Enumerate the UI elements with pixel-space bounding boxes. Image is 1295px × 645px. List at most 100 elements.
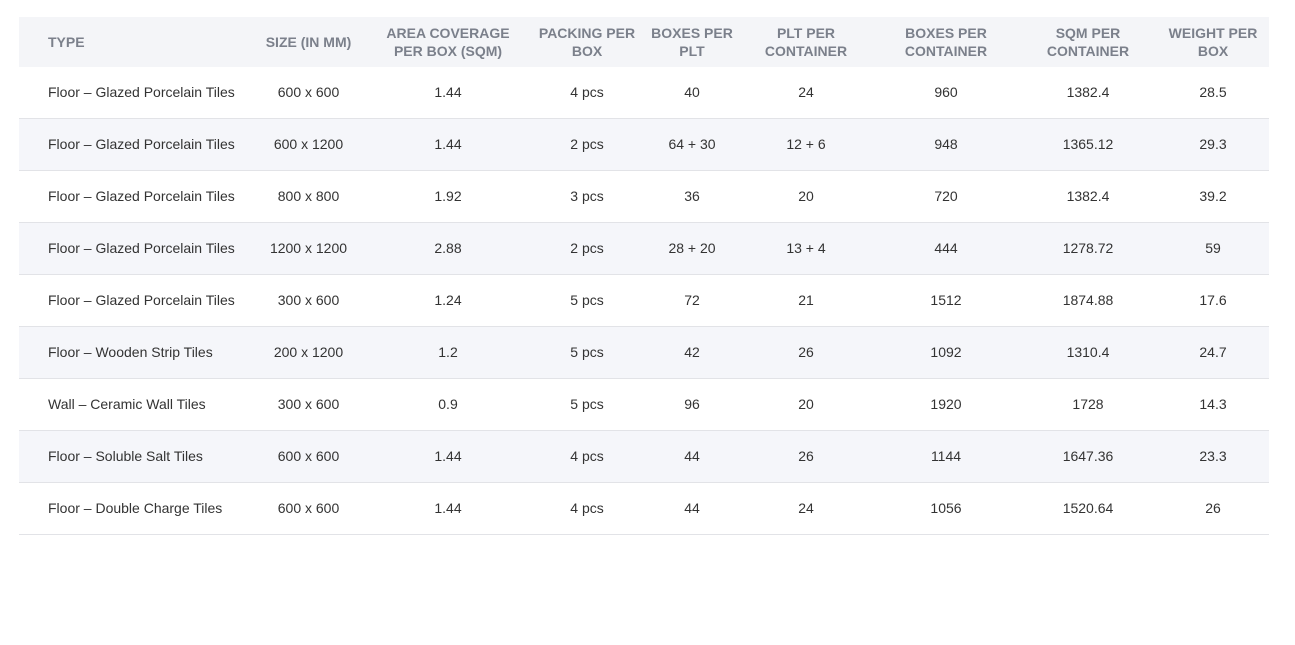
table-cell: Floor – Soluble Salt Tiles [19, 430, 250, 483]
table-cell: 23.3 [1157, 430, 1269, 483]
table-cell: 948 [873, 118, 1019, 171]
table-cell: 5 pcs [529, 378, 645, 431]
table-cell: 720 [873, 170, 1019, 223]
table-cell: 1.44 [367, 118, 529, 171]
table-row: Floor – Glazed Porcelain Tiles 600 x 600 1… [19, 67, 1269, 119]
column-header: SIZE (IN MM) [250, 17, 367, 67]
table-cell: 1310.4 [1019, 326, 1157, 379]
table-cell: 1056 [873, 482, 1019, 535]
table-cell: 36 [645, 170, 739, 223]
table-cell: Floor – Glazed Porcelain Tiles [19, 67, 250, 119]
table-cell: 1920 [873, 378, 1019, 431]
table-cell: 1728 [1019, 378, 1157, 431]
table-cell: 26 [739, 430, 873, 483]
table-row: Floor – Wooden Strip Tiles 200 x 1200 1.2 5… [19, 326, 1269, 379]
table-cell: 2 pcs [529, 222, 645, 275]
table-cell: 39.2 [1157, 170, 1269, 223]
table-cell: Wall – Ceramic Wall Tiles [19, 378, 250, 431]
table-cell: 300 x 600 [250, 378, 367, 431]
table-cell: 800 x 800 [250, 170, 367, 223]
table-cell: Floor – Glazed Porcelain Tiles [19, 274, 250, 327]
table-cell: 5 pcs [529, 326, 645, 379]
table-cell: 600 x 600 [250, 430, 367, 483]
table-cell: 1.92 [367, 170, 529, 223]
table-cell: 40 [645, 67, 739, 119]
column-header: WEIGHT PER BOX [1157, 17, 1269, 67]
table-cell: 12 + 6 [739, 118, 873, 171]
table-cell: 44 [645, 430, 739, 483]
table-cell: 21 [739, 274, 873, 327]
table-cell: 1.2 [367, 326, 529, 379]
table-body: Floor – Glazed Porcelain Tiles 600 x 600 1… [19, 67, 1269, 535]
table-row: Floor – Soluble Salt Tiles 600 x 600 1.44 4… [19, 430, 1269, 483]
header-row: TYPE SIZE (IN MM) AREA COVERAGE PER BOX (S… [19, 17, 1269, 67]
table-cell: 26 [739, 326, 873, 379]
table-cell: 300 x 600 [250, 274, 367, 327]
spec-table: TYPE SIZE (IN MM) AREA COVERAGE PER BOX (S… [19, 17, 1269, 535]
table-cell: 14.3 [1157, 378, 1269, 431]
table-cell: 24 [739, 67, 873, 119]
table-cell: 96 [645, 378, 739, 431]
table-cell: 26 [1157, 482, 1269, 535]
table-row: Floor – Glazed Porcelain Tiles 300 x 600 1… [19, 274, 1269, 327]
table-cell: 24 [739, 482, 873, 535]
table-row: Floor – Glazed Porcelain Tiles 800 x 800 1… [19, 170, 1269, 223]
table-cell: 72 [645, 274, 739, 327]
table-cell: 1144 [873, 430, 1019, 483]
table-cell: 20 [739, 378, 873, 431]
column-header: TYPE [19, 17, 250, 67]
table-cell: 1.44 [367, 482, 529, 535]
table-row: Floor – Glazed Porcelain Tiles 1200 x 120… [19, 222, 1269, 275]
table-cell: 28.5 [1157, 67, 1269, 119]
table-cell: 200 x 1200 [250, 326, 367, 379]
table-cell: 1278.72 [1019, 222, 1157, 275]
table-cell: 0.9 [367, 378, 529, 431]
table-cell: Floor – Wooden Strip Tiles [19, 326, 250, 379]
table-cell: 960 [873, 67, 1019, 119]
table-cell: 28 + 20 [645, 222, 739, 275]
table-cell: 600 x 600 [250, 67, 367, 119]
table-cell: 1092 [873, 326, 1019, 379]
table-cell: Floor – Glazed Porcelain Tiles [19, 170, 250, 223]
table-cell: 64 + 30 [645, 118, 739, 171]
column-header: PACKING PER BOX [529, 17, 645, 67]
column-header: PLT PER CONTAINER [739, 17, 873, 67]
table-row: Floor – Glazed Porcelain Tiles 600 x 1200… [19, 118, 1269, 171]
table-cell: 1.44 [367, 67, 529, 119]
table-cell: 20 [739, 170, 873, 223]
table-row: Wall – Ceramic Wall Tiles 300 x 600 0.9 5 p… [19, 378, 1269, 431]
table-cell: 2 pcs [529, 118, 645, 171]
column-header: AREA COVERAGE PER BOX (SQM) [367, 17, 529, 67]
table-cell: 600 x 600 [250, 482, 367, 535]
table-cell: 24.7 [1157, 326, 1269, 379]
table-cell: 59 [1157, 222, 1269, 275]
table-cell: 1512 [873, 274, 1019, 327]
column-header: BOXES PER PLT [645, 17, 739, 67]
table-cell: 1200 x 1200 [250, 222, 367, 275]
table-cell: 1.24 [367, 274, 529, 327]
table-cell: 5 pcs [529, 274, 645, 327]
table-cell: Floor – Glazed Porcelain Tiles [19, 118, 250, 171]
table-cell: 1382.4 [1019, 67, 1157, 119]
table-cell: 44 [645, 482, 739, 535]
table-cell: 1874.88 [1019, 274, 1157, 327]
table-cell: 1365.12 [1019, 118, 1157, 171]
table-cell: Floor – Glazed Porcelain Tiles [19, 222, 250, 275]
table-cell: 4 pcs [529, 67, 645, 119]
table-cell: 2.88 [367, 222, 529, 275]
table-cell: Floor – Double Charge Tiles [19, 482, 250, 535]
table-cell: 1520.64 [1019, 482, 1157, 535]
table-cell: 1647.36 [1019, 430, 1157, 483]
table-cell: 4 pcs [529, 482, 645, 535]
table-cell: 1.44 [367, 430, 529, 483]
table-cell: 17.6 [1157, 274, 1269, 327]
table-cell: 13 + 4 [739, 222, 873, 275]
table-cell: 29.3 [1157, 118, 1269, 171]
table-cell: 600 x 1200 [250, 118, 367, 171]
table-cell: 4 pcs [529, 430, 645, 483]
column-header: SQM PER CONTAINER [1019, 17, 1157, 67]
table-cell: 444 [873, 222, 1019, 275]
column-header: BOXES PER CONTAINER [873, 17, 1019, 67]
table-cell: 1382.4 [1019, 170, 1157, 223]
